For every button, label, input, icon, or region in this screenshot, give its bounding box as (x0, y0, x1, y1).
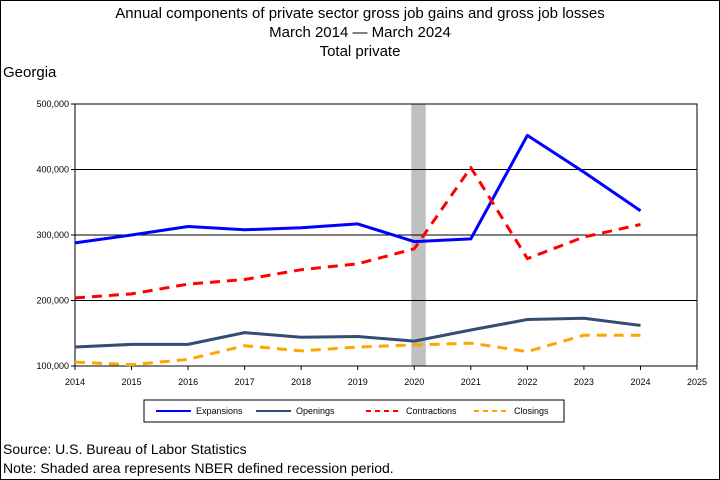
x-tick-label: 2016 (178, 377, 198, 387)
x-tick-label: 2015 (122, 377, 142, 387)
y-tick-label: 200,000 (36, 296, 69, 306)
chart-title: Annual components of private sector gros… (115, 5, 605, 22)
x-tick-label: 2025 (687, 377, 707, 387)
region-label: Georgia (3, 64, 57, 81)
legend-label-expansions: Expansions (196, 406, 243, 416)
chart-subtitle-industry: Total private (319, 43, 401, 60)
x-tick-label: 2022 (517, 377, 537, 387)
y-tick-label: 500,000 (36, 99, 69, 109)
series-line-closings (74, 333, 641, 367)
series-line-expansions (74, 133, 642, 245)
x-tick-label: 2017 (235, 377, 255, 387)
x-tick-label: 2021 (461, 377, 481, 387)
series-line-openings (74, 316, 641, 349)
x-tick-label: 2023 (574, 377, 594, 387)
chart-subtitle-period: March 2014 — March 2024 (269, 24, 451, 41)
x-tick-label: 2020 (404, 377, 424, 387)
source-note: Source: U.S. Bureau of Labor Statistics (3, 441, 247, 457)
y-tick-label: 400,000 (36, 165, 69, 175)
y-tick-label: 300,000 (36, 230, 69, 240)
series-line-contractions (74, 166, 641, 300)
x-tick-label: 2018 (291, 377, 311, 387)
legend-label-closings: Closings (514, 406, 549, 416)
x-tick-label: 2014 (65, 377, 85, 387)
legend-label-contractions: Contractions (406, 406, 457, 416)
x-tick-label: 2019 (348, 377, 368, 387)
legend (143, 399, 565, 423)
legend-label-openings: Openings (296, 406, 335, 416)
y-tick-label: 100,000 (36, 361, 69, 371)
recession-note: Note: Shaded area represents NBER define… (3, 460, 394, 476)
x-tick-label: 2024 (630, 377, 650, 387)
